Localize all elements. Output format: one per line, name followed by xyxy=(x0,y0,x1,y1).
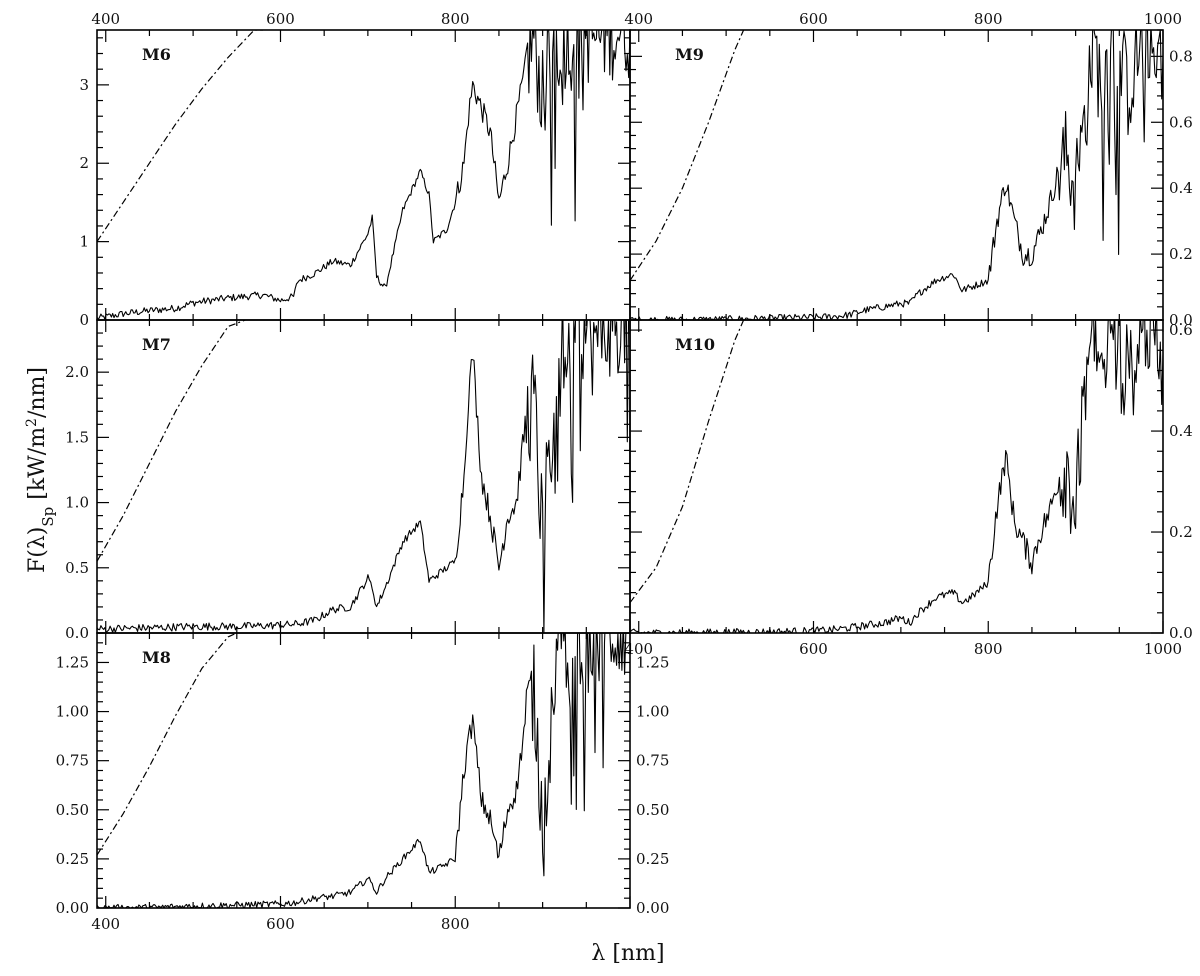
panel-label: M10 xyxy=(675,335,715,354)
spectrum-line xyxy=(630,30,1163,320)
x-tick-label: 600 xyxy=(799,10,828,28)
y-tick-label: 0.0 xyxy=(1169,624,1193,642)
y-tick-label: 0.25 xyxy=(56,850,89,868)
x-tick-label: 600 xyxy=(266,10,295,28)
x-axis-title: λ [nm] xyxy=(591,941,664,966)
spectrum-line xyxy=(97,633,630,908)
reference-curve xyxy=(97,320,246,562)
ylabel-sup: 2 xyxy=(24,418,40,427)
y-tick-label: 2.0 xyxy=(65,363,89,381)
reference-curve xyxy=(630,30,745,281)
y-tick-label: 0.75 xyxy=(636,752,669,770)
y-tick-label: 0.6 xyxy=(1169,113,1193,131)
ylabel-sub: Sp xyxy=(39,507,57,527)
panel-label: M9 xyxy=(675,45,704,64)
y-tick-label: 0.8 xyxy=(1169,47,1193,65)
y-tick-label: 0.0 xyxy=(1169,311,1193,329)
spectrum-line xyxy=(97,320,630,633)
x-tick-label: 400 xyxy=(91,915,120,933)
y-tick-label: 0.2 xyxy=(1169,523,1193,541)
x-tick-label: 800 xyxy=(441,10,470,28)
y-tick-label: 3 xyxy=(79,76,89,94)
reference-curve xyxy=(97,30,263,242)
y-tick-label: 0.00 xyxy=(56,899,89,917)
panel-m9: 400 600 800 1000 0.0 0.2 0.4 0.6 0.8 M9 xyxy=(624,10,1193,329)
panel-m6: 400 600 800 0 1 2 3 M6 xyxy=(79,10,631,329)
y-tick-label: 1.5 xyxy=(65,428,89,446)
x-tick-label: 400 xyxy=(91,10,120,28)
spectrum-line xyxy=(630,320,1163,633)
x-tick-label: 400 xyxy=(624,640,653,658)
y-tick-label: 0.6 xyxy=(1169,321,1193,339)
reference-curve xyxy=(630,320,745,604)
reference-curve xyxy=(97,633,238,856)
y-tick-label: 1.25 xyxy=(56,653,89,671)
y-tick-label: 0.50 xyxy=(56,801,89,819)
y-tick-label: 1.00 xyxy=(56,703,89,721)
x-tick-label: 800 xyxy=(441,915,470,933)
y-tick-label: 0.25 xyxy=(636,850,669,868)
y-tick-label: 2 xyxy=(79,154,89,172)
y-tick-label: 0.4 xyxy=(1169,422,1193,440)
panel-label: M6 xyxy=(142,45,171,64)
spectrum-line xyxy=(97,30,630,320)
panel-frame xyxy=(96,319,631,634)
panel-m8: 400 600 800 0.00 0.25 0.50 0.75 1.00 1.25 0.00 0.2… xyxy=(56,632,669,933)
panel-label: M7 xyxy=(142,335,171,354)
ylabel-units: [kW/m xyxy=(25,427,50,507)
y-tick-label: 0.50 xyxy=(636,801,669,819)
ylabel-tail: /nm] xyxy=(25,367,50,418)
y-tick-label: 0.5 xyxy=(65,559,89,577)
panel-frame xyxy=(629,319,1164,634)
x-tick-label: 1000 xyxy=(1144,10,1182,28)
y-tick-label: 1 xyxy=(79,233,89,251)
y-tick-label: 1.0 xyxy=(65,494,89,512)
y-tick-label: 1.00 xyxy=(636,703,669,721)
y-tick-label: 0.2 xyxy=(1169,245,1193,263)
panel-m7: 0.0 0.5 1.0 1.5 2.0 M7 xyxy=(65,319,631,642)
y-tick-label: 0.0 xyxy=(65,624,89,642)
y-tick-label: 0.4 xyxy=(1169,179,1193,197)
ylabel-main: F(λ) xyxy=(25,527,50,573)
y-tick-label: 0.75 xyxy=(56,752,89,770)
x-tick-label: 600 xyxy=(799,640,828,658)
panel-frame xyxy=(629,29,1164,321)
y-axis-title: F(λ)Sp [kW/m2/nm] xyxy=(24,367,57,573)
x-tick-label: 400 xyxy=(624,10,653,28)
panel-label: M8 xyxy=(142,648,171,667)
x-tick-label: 600 xyxy=(266,915,295,933)
x-tick-label: 1000 xyxy=(1144,640,1182,658)
x-tick-label: 800 xyxy=(974,10,1003,28)
x-tick-label: 800 xyxy=(974,640,1003,658)
y-tick-label: 1.25 xyxy=(636,653,669,671)
y-tick-label: 0.00 xyxy=(636,899,669,917)
y-tick-label: 0 xyxy=(79,311,89,329)
